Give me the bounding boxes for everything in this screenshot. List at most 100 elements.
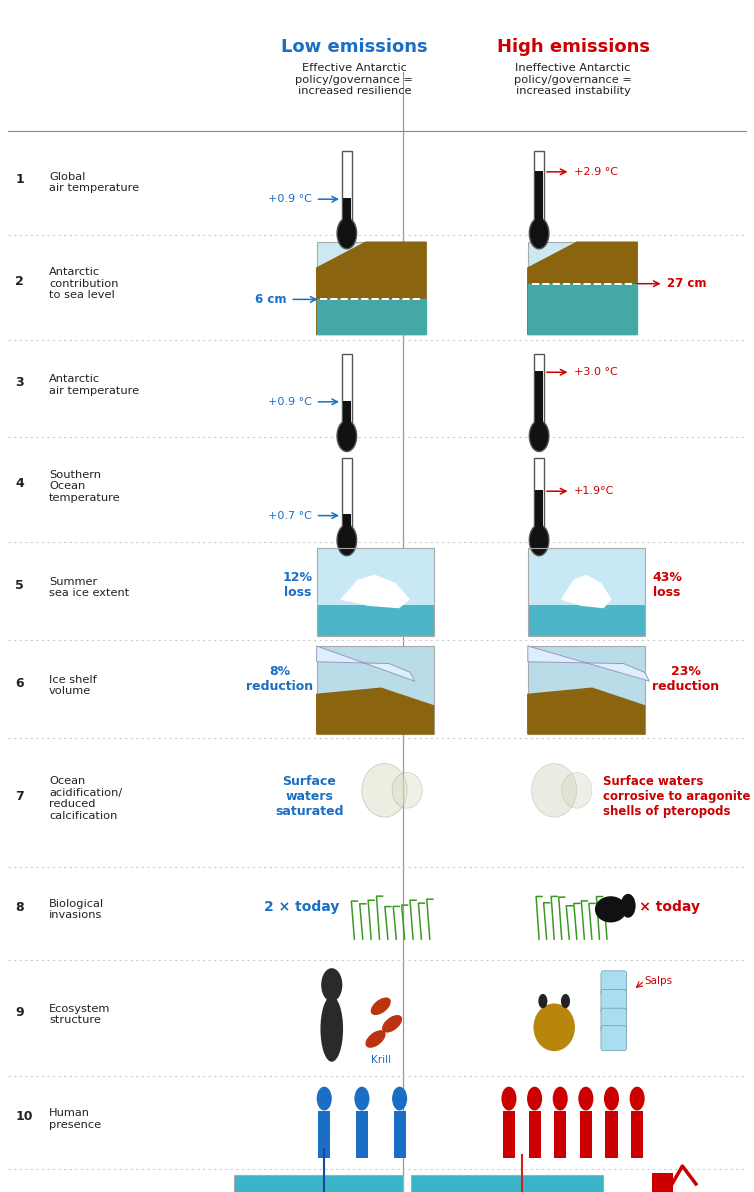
Bar (394, 1111, 406, 1159)
Bar (356, 1111, 368, 1159)
Circle shape (529, 421, 549, 452)
Polygon shape (317, 688, 434, 734)
Text: 8: 8 (15, 901, 23, 913)
Text: Ineffective Antarctic
policy/governance =
increased instability: Ineffective Antarctic policy/governance … (514, 63, 632, 97)
Polygon shape (341, 576, 409, 608)
Text: 7: 7 (15, 790, 24, 802)
Bar (528, 548, 645, 606)
FancyBboxPatch shape (601, 989, 627, 1014)
Text: +0.9 °C: +0.9 °C (268, 397, 312, 406)
Circle shape (630, 1087, 645, 1111)
Text: Ocean
acidification/
reduced
calcification: Ocean acidification/ reduced calcificati… (49, 776, 122, 821)
Ellipse shape (320, 997, 343, 1062)
Text: 23%
reduction: 23% reduction (652, 665, 719, 694)
Bar (234, 1175, 403, 1192)
Text: 43%
loss: 43% loss (652, 571, 682, 600)
Text: Antarctic
air temperature: Antarctic air temperature (49, 374, 139, 396)
Ellipse shape (595, 896, 627, 923)
Circle shape (317, 1087, 332, 1111)
Circle shape (354, 1087, 369, 1111)
Text: 2 × today: 2 × today (264, 900, 339, 914)
Text: Global
air temperature: Global air temperature (49, 172, 139, 193)
Text: 10: 10 (15, 1111, 32, 1123)
Bar (317, 606, 434, 637)
Text: 2: 2 (15, 275, 24, 287)
Polygon shape (317, 242, 426, 335)
Bar (528, 242, 637, 335)
Text: 6: 6 (15, 677, 23, 689)
Circle shape (501, 1087, 516, 1111)
Bar (535, 490, 543, 530)
Text: 8%
reduction: 8% reduction (246, 665, 313, 694)
Text: Human
presence: Human presence (49, 1109, 101, 1130)
Bar (318, 1111, 330, 1159)
Ellipse shape (382, 1016, 402, 1032)
Bar (317, 242, 426, 335)
Text: 3: 3 (15, 377, 23, 389)
Text: Low emissions: Low emissions (281, 38, 428, 56)
Bar (535, 371, 543, 427)
Ellipse shape (532, 763, 577, 817)
Circle shape (337, 421, 357, 452)
Text: +1.9°C: +1.9°C (574, 486, 615, 496)
Ellipse shape (371, 998, 391, 1016)
Bar (317, 548, 434, 606)
Polygon shape (317, 299, 426, 335)
FancyBboxPatch shape (601, 1025, 627, 1051)
Bar (534, 151, 544, 225)
Text: 6 cm: 6 cm (255, 293, 287, 306)
Polygon shape (528, 688, 645, 734)
Polygon shape (317, 646, 415, 681)
Text: Krill: Krill (371, 1055, 391, 1064)
Text: Surface waters
corrosive to aragonite
shells of pteropods: Surface waters corrosive to aragonite sh… (603, 775, 751, 818)
Bar (317, 548, 434, 637)
Circle shape (337, 524, 357, 555)
Text: 4: 4 (15, 478, 24, 490)
Circle shape (604, 1087, 619, 1111)
Circle shape (529, 218, 549, 249)
Bar (534, 354, 544, 428)
Bar (342, 151, 351, 225)
Text: +2.9 °C: +2.9 °C (574, 167, 618, 176)
Bar (343, 515, 351, 530)
Ellipse shape (533, 1004, 575, 1051)
Ellipse shape (362, 763, 407, 817)
Bar (317, 646, 434, 734)
Text: Summer
sea ice extent: Summer sea ice extent (49, 577, 129, 598)
Bar (528, 606, 645, 637)
Circle shape (553, 1087, 568, 1111)
Ellipse shape (392, 772, 422, 808)
Bar (580, 1111, 592, 1159)
Bar (503, 1111, 515, 1159)
Bar (411, 1175, 603, 1192)
Text: Ecosystem
structure: Ecosystem structure (49, 1004, 110, 1025)
Polygon shape (528, 284, 637, 335)
Circle shape (321, 968, 342, 1001)
Bar (343, 198, 351, 224)
Text: 12%
loss: 12% loss (283, 571, 313, 600)
Text: Surface
waters
saturated: Surface waters saturated (275, 775, 343, 818)
Text: 9: 9 (15, 1006, 23, 1018)
Text: Biological
invasions: Biological invasions (49, 899, 104, 920)
Text: +0.7 °C: +0.7 °C (268, 510, 312, 521)
Text: 1: 1 (15, 174, 24, 186)
Text: Antarctic
contribution
to sea level: Antarctic contribution to sea level (49, 267, 118, 300)
Ellipse shape (366, 1030, 385, 1048)
Text: Southern
Ocean
temperature: Southern Ocean temperature (49, 470, 121, 503)
Polygon shape (562, 576, 611, 608)
Circle shape (527, 1087, 542, 1111)
Bar (534, 458, 544, 532)
Bar (528, 646, 645, 734)
Text: +3.0 °C: +3.0 °C (574, 367, 618, 377)
Bar (652, 1173, 673, 1192)
Text: 10 × today: 10 × today (615, 900, 700, 914)
Bar (535, 170, 543, 224)
Text: 27 cm: 27 cm (667, 278, 706, 290)
Bar (605, 1111, 618, 1159)
Circle shape (561, 994, 570, 1008)
Circle shape (392, 1087, 407, 1111)
Text: High emissions: High emissions (497, 38, 649, 56)
Bar (631, 1111, 643, 1159)
Text: Salps: Salps (645, 975, 673, 986)
Circle shape (538, 994, 547, 1008)
